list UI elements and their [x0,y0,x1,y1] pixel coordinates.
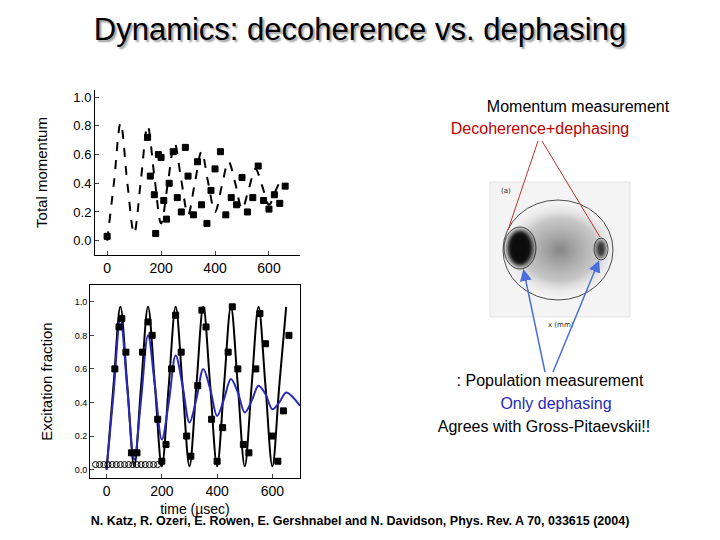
html-text:Agrees with Gross-Pitaevskii!!: Agrees with Gross-Pitaevskii!! [437,418,651,435]
svg-text:x (mm): x (mm) [548,321,574,329]
svg-text:1.0: 1.0 [73,90,91,105]
html-text:Momentum measurement: Momentum measurement [486,98,670,115]
svg-text:400: 400 [205,483,229,499]
svg-text:Excitation fraction: Excitation fraction [38,322,55,440]
svg-text:1.0: 1.0 [75,297,88,307]
svg-text:0.6: 0.6 [73,147,91,162]
svg-text:200: 200 [149,260,173,276]
svg-text:400: 400 [203,260,227,276]
svg-text:600: 600 [261,483,285,499]
svg-text:200: 200 [150,483,174,499]
svg-text:0.4: 0.4 [75,398,88,408]
svg-text:0.6: 0.6 [75,364,88,374]
svg-text:0.0: 0.0 [75,465,88,475]
svg-text:0: 0 [103,260,111,276]
svg-text:(a): (a) [501,187,511,195]
html-text:Only dephasing: Only dephasing [500,395,612,412]
svg-text:0.8: 0.8 [73,118,91,133]
svg-text:0: 0 [103,483,111,499]
html-text:Dynamics: decoherence vs. deph: Dynamics: decoherence vs. dephasing [93,12,627,47]
html-text:N. Katz, R. Ozeri, E. Rowen, E: N. Katz, R. Ozeri, E. Rowen, E. Gershnab… [90,514,630,528]
svg-text:0.8: 0.8 [75,331,88,341]
svg-text:0.2: 0.2 [73,205,91,220]
svg-text:time (µsec): time (µsec) [160,501,230,518]
html-text:Decoherence+dephasing: Decoherence+dephasing [450,120,630,137]
svg-text:600: 600 [257,260,281,276]
svg-text:0.0: 0.0 [73,233,91,248]
svg-text:0.4: 0.4 [73,176,91,191]
html-text:: Population measurement: : Population measurement [456,372,644,389]
svg-text:Total momentum: Total momentum [33,117,50,228]
svg-text:0.2: 0.2 [75,431,88,441]
